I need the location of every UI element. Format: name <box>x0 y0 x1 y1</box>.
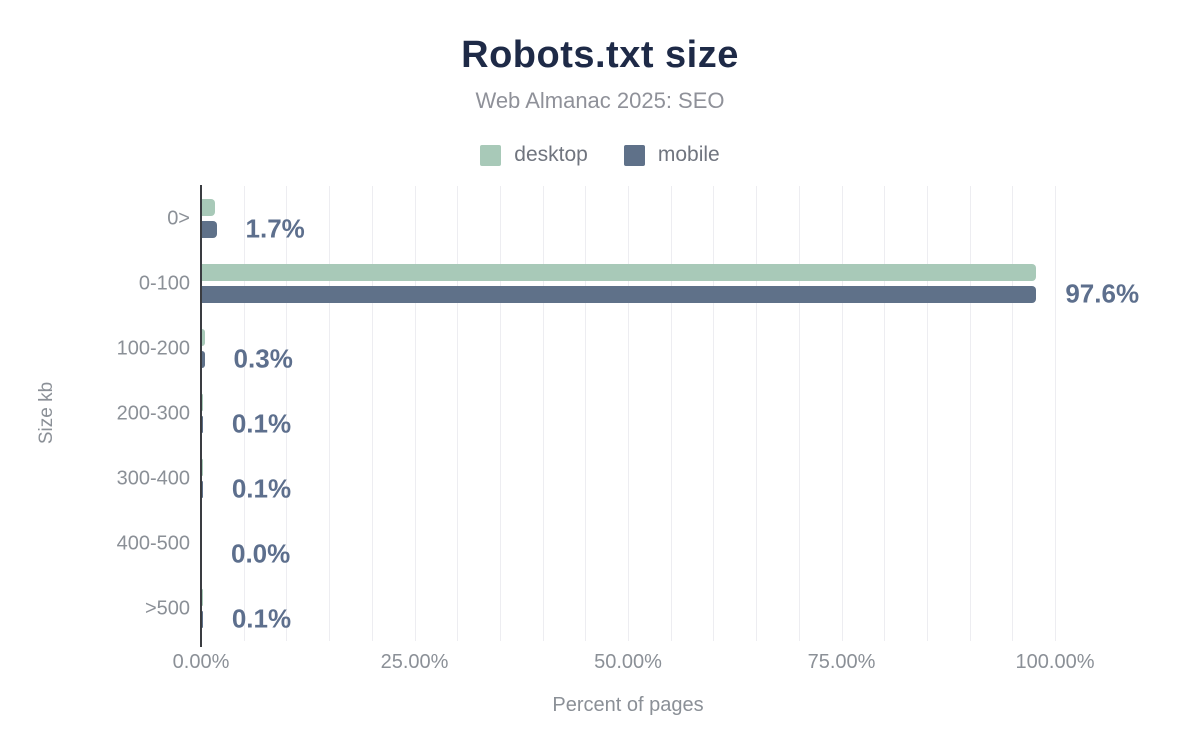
gridline <box>713 186 715 641</box>
gridline <box>798 186 800 641</box>
gridline <box>841 186 843 641</box>
gridline <box>1012 186 1014 641</box>
gridline <box>243 186 245 641</box>
bar-value-label: 0.0% <box>231 538 291 569</box>
legend-swatch-mobile <box>623 144 645 166</box>
bar-value-label: 0.3% <box>233 343 293 374</box>
gridline <box>884 186 886 641</box>
gridline <box>585 186 587 641</box>
legend-item-desktop: desktop <box>480 143 588 167</box>
bar-mobile[interactable] <box>202 416 203 433</box>
bar-desktop[interactable] <box>202 459 203 476</box>
bar-value-label: 1.7% <box>245 213 305 244</box>
bar-value-label: 0.1% <box>231 408 292 439</box>
gridline <box>926 186 928 641</box>
gridline <box>542 186 544 641</box>
bar-desktop[interactable] <box>202 329 205 346</box>
gridline <box>371 186 373 641</box>
bar-mobile[interactable] <box>202 611 203 628</box>
gridline <box>756 186 758 641</box>
category-row: 0> 1.7% <box>0 186 1200 251</box>
bar-value-label: 97.6% <box>1065 278 1140 309</box>
gridline <box>286 186 288 641</box>
bar-mobile[interactable] <box>202 221 217 238</box>
bar-desktop[interactable] <box>202 589 203 606</box>
gridline <box>670 186 672 641</box>
gridline <box>329 186 331 641</box>
legend: desktop mobile <box>0 143 1200 167</box>
x-tick-label: 25.00% <box>380 651 449 673</box>
category-row: 300-400 0.1% <box>0 446 1200 511</box>
legend-label-mobile: mobile <box>657 143 720 166</box>
bar-desktop[interactable] <box>202 264 1037 281</box>
y-tick-label: 0-100 <box>138 272 190 294</box>
gridline <box>628 186 629 641</box>
y-tick-label: 0> <box>167 207 190 229</box>
legend-item-mobile: mobile <box>623 143 720 167</box>
bar-value-label: 0.1% <box>231 473 292 504</box>
category-row: >500 0.1% <box>0 576 1200 641</box>
y-tick-label: 100-200 <box>116 337 190 359</box>
legend-label-desktop: desktop <box>514 143 588 166</box>
x-tick-label: 75.00% <box>807 651 876 673</box>
y-tick-label: 400-500 <box>116 532 190 554</box>
bar-value-label: 0.1% <box>231 603 292 634</box>
category-row: 100-200 0.3% <box>0 316 1200 381</box>
x-axis-title: Percent of pages <box>552 694 704 716</box>
gridline <box>969 186 971 641</box>
gridline <box>1055 186 1056 641</box>
bar-desktop[interactable] <box>202 199 215 216</box>
x-tick-label: 100.00% <box>1015 651 1095 673</box>
bar-mobile[interactable] <box>202 351 205 368</box>
gridline <box>499 186 501 641</box>
chart-title: Robots.txt size <box>461 34 739 76</box>
category-row: 200-300 0.1% <box>0 381 1200 446</box>
bar-mobile[interactable] <box>202 286 1036 303</box>
y-axis-line <box>200 185 202 647</box>
bar-mobile[interactable] <box>202 481 203 498</box>
legend-swatch-desktop <box>480 144 502 166</box>
bar-desktop[interactable] <box>202 394 203 411</box>
category-row: 0-100 97.6% <box>0 251 1200 316</box>
y-tick-label: 200-300 <box>116 402 190 424</box>
category-row: 400-500 0.0% <box>0 511 1200 576</box>
gridline <box>414 186 416 641</box>
x-tick-label: 0.00% <box>172 651 230 673</box>
y-tick-label: 300-400 <box>116 467 190 489</box>
chart-subtitle: Web Almanac 2025: SEO <box>475 88 725 113</box>
gridline <box>457 186 459 641</box>
y-tick-label: >500 <box>144 597 190 619</box>
x-tick-label: 50.00% <box>594 651 662 673</box>
